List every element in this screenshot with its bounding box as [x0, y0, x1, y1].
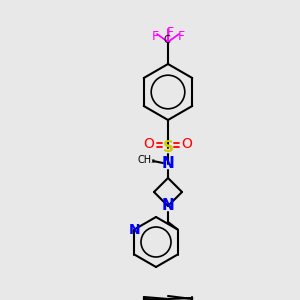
Text: C: C — [164, 35, 170, 45]
Text: N: N — [128, 223, 140, 236]
Text: O: O — [182, 137, 192, 151]
Text: O: O — [144, 137, 154, 151]
Text: N: N — [162, 157, 174, 172]
Text: F: F — [177, 31, 184, 44]
Text: S: S — [163, 140, 173, 155]
Text: CH₃: CH₃ — [138, 155, 156, 165]
Text: F: F — [167, 26, 174, 38]
Text: F: F — [152, 31, 159, 44]
Text: N: N — [162, 199, 174, 214]
